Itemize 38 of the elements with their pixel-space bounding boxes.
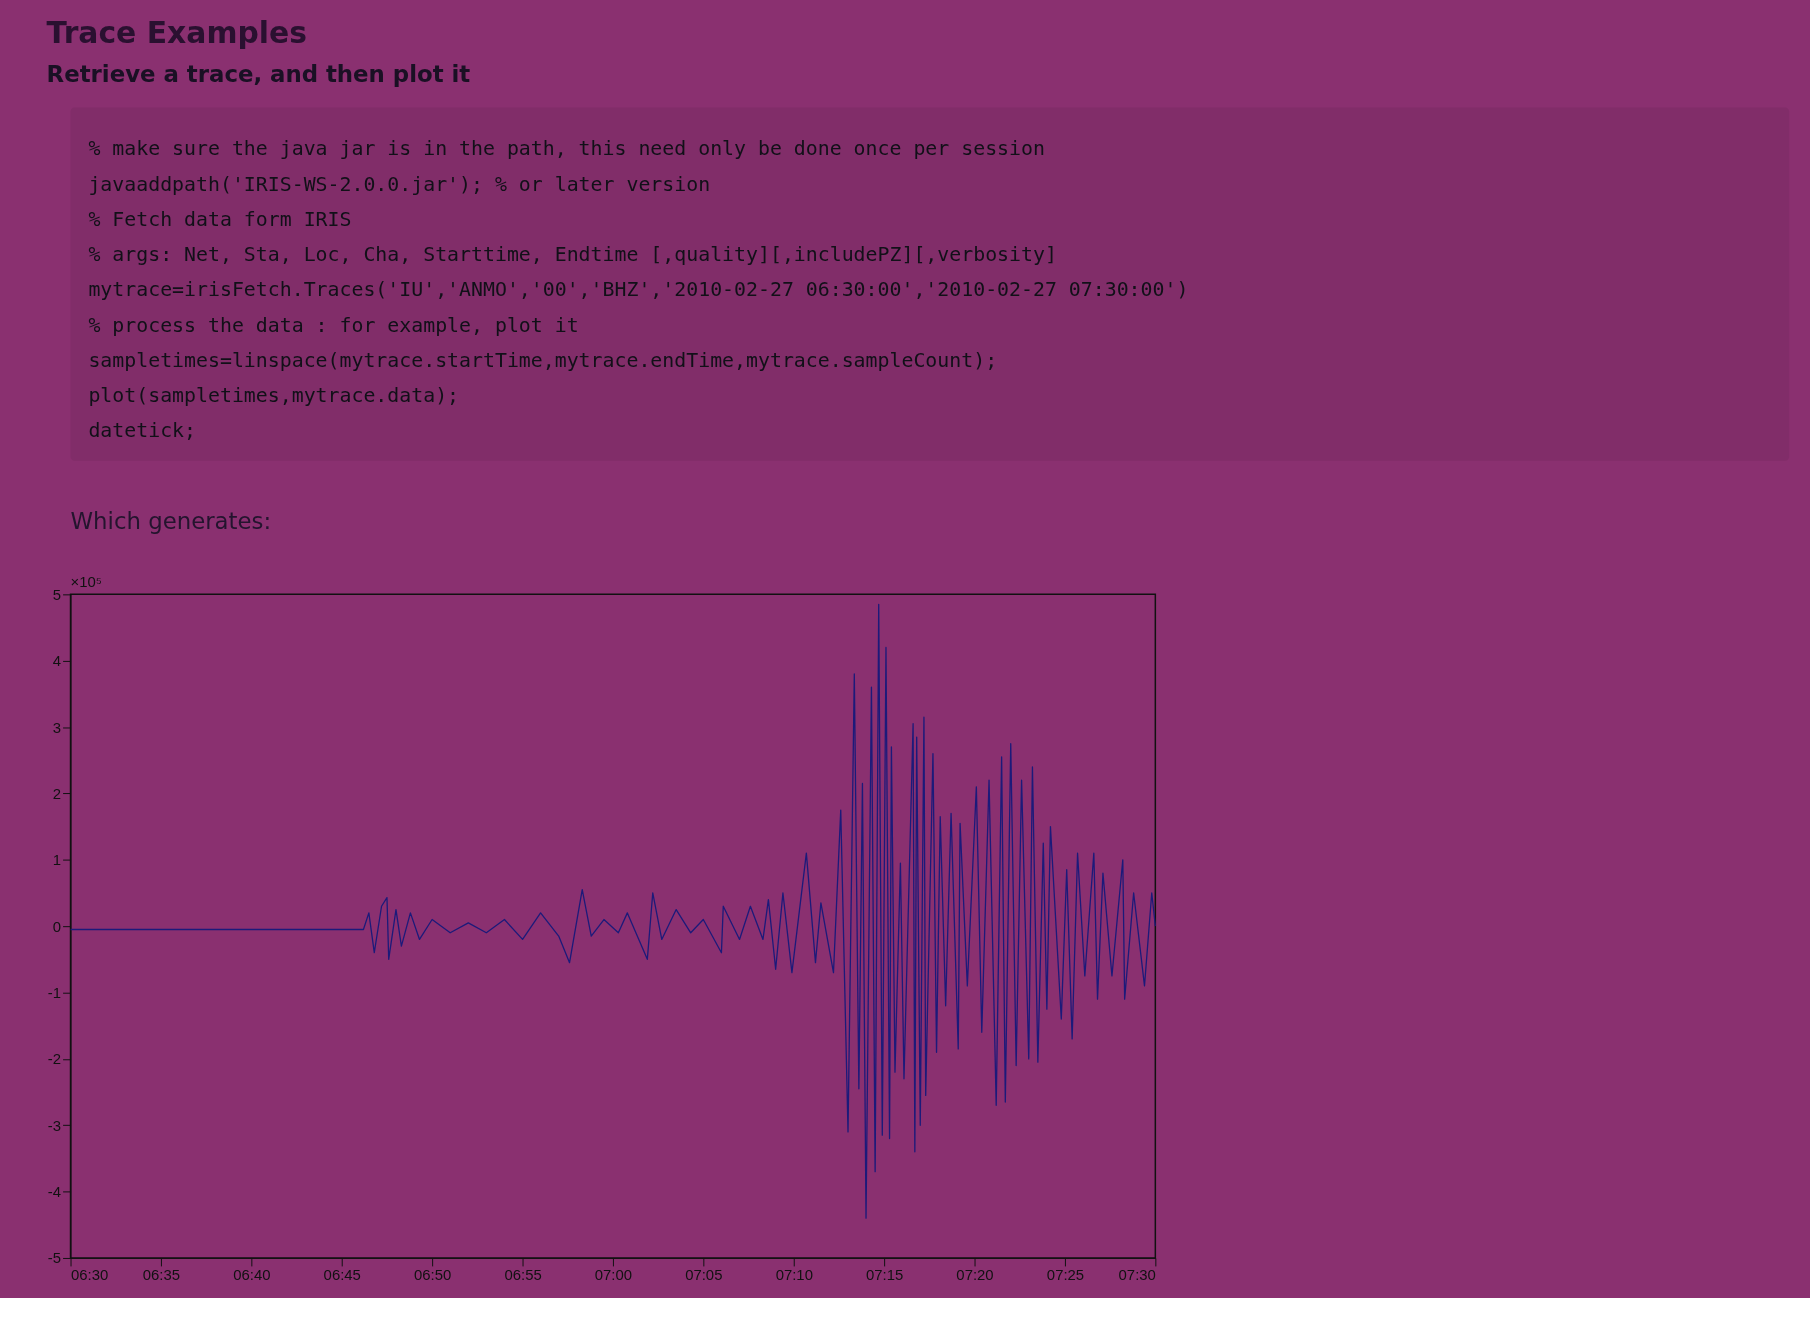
text: % process the data : for example, plot it [88,313,579,337]
text: plot(sampletimes,mytrace.data); [88,384,460,408]
x-tick-label: 06:45 [323,1267,361,1284]
y-tick-label: 0 [52,918,62,935]
y-tick-label: -4 [47,1184,62,1201]
y-tick-label: 3 [52,719,62,736]
text: ×10⁵ [70,574,102,591]
text: Which generates: [70,508,272,535]
text: % make sure the java jar is in the path, this need only be done once per session [88,137,1045,161]
chart-subtitle: Retrieve a trace, and then plot it [46,61,471,88]
text: datetick; [88,419,197,443]
x-tick-label: 07:05 [685,1267,723,1284]
x-tick-label: 06:35 [142,1267,181,1284]
y-tick-label: 4 [52,653,62,670]
x-tick-label: 07:20 [956,1267,994,1284]
chart-title: Trace Examples [46,14,307,50]
y-tick-label: 2 [52,785,62,802]
text: javaaddpath('IRIS-WS-2.0.0.jar'); % or later version [88,172,711,196]
text: % args: Net, Sta, Loc, Cha, Starttime, Endtime [,quality][,includePZ][,verbosity] [88,243,1057,267]
x-tick-label: 07:15 [866,1267,904,1284]
text: mytrace=irisFetch.Traces('IU','ANMO','00','BHZ','2010-02-27 06:30:00','2010-02-27 07:30:00') [88,278,1189,302]
line-series [69,603,1156,1219]
y-tick-label: -3 [47,1117,62,1134]
y-tick-label: 1 [52,852,62,869]
x-tick-label: 07:10 [775,1267,813,1284]
x-tick-label: 07:30 [1118,1267,1156,1284]
x-tick-label: 06:30 [71,1267,109,1284]
x-tick-label: 07:25 [1046,1267,1085,1284]
y-tick-label: -2 [47,1051,62,1068]
y-tick-label: 5 [52,586,62,603]
x-tick-label: 06:55 [504,1267,542,1284]
text: sampletimes=linspace(mytrace.startTime,mytrace.endTime,mytrace.sampleCount); [88,348,998,372]
y-tick-label: -1 [47,984,62,1001]
text: % Fetch data form IRIS [88,207,352,231]
x-tick-label: 06:50 [413,1267,452,1284]
x-tick-label: 07:00 [594,1267,633,1284]
x-tick-label: 06:40 [233,1267,271,1284]
y-tick-label: -5 [47,1250,62,1267]
